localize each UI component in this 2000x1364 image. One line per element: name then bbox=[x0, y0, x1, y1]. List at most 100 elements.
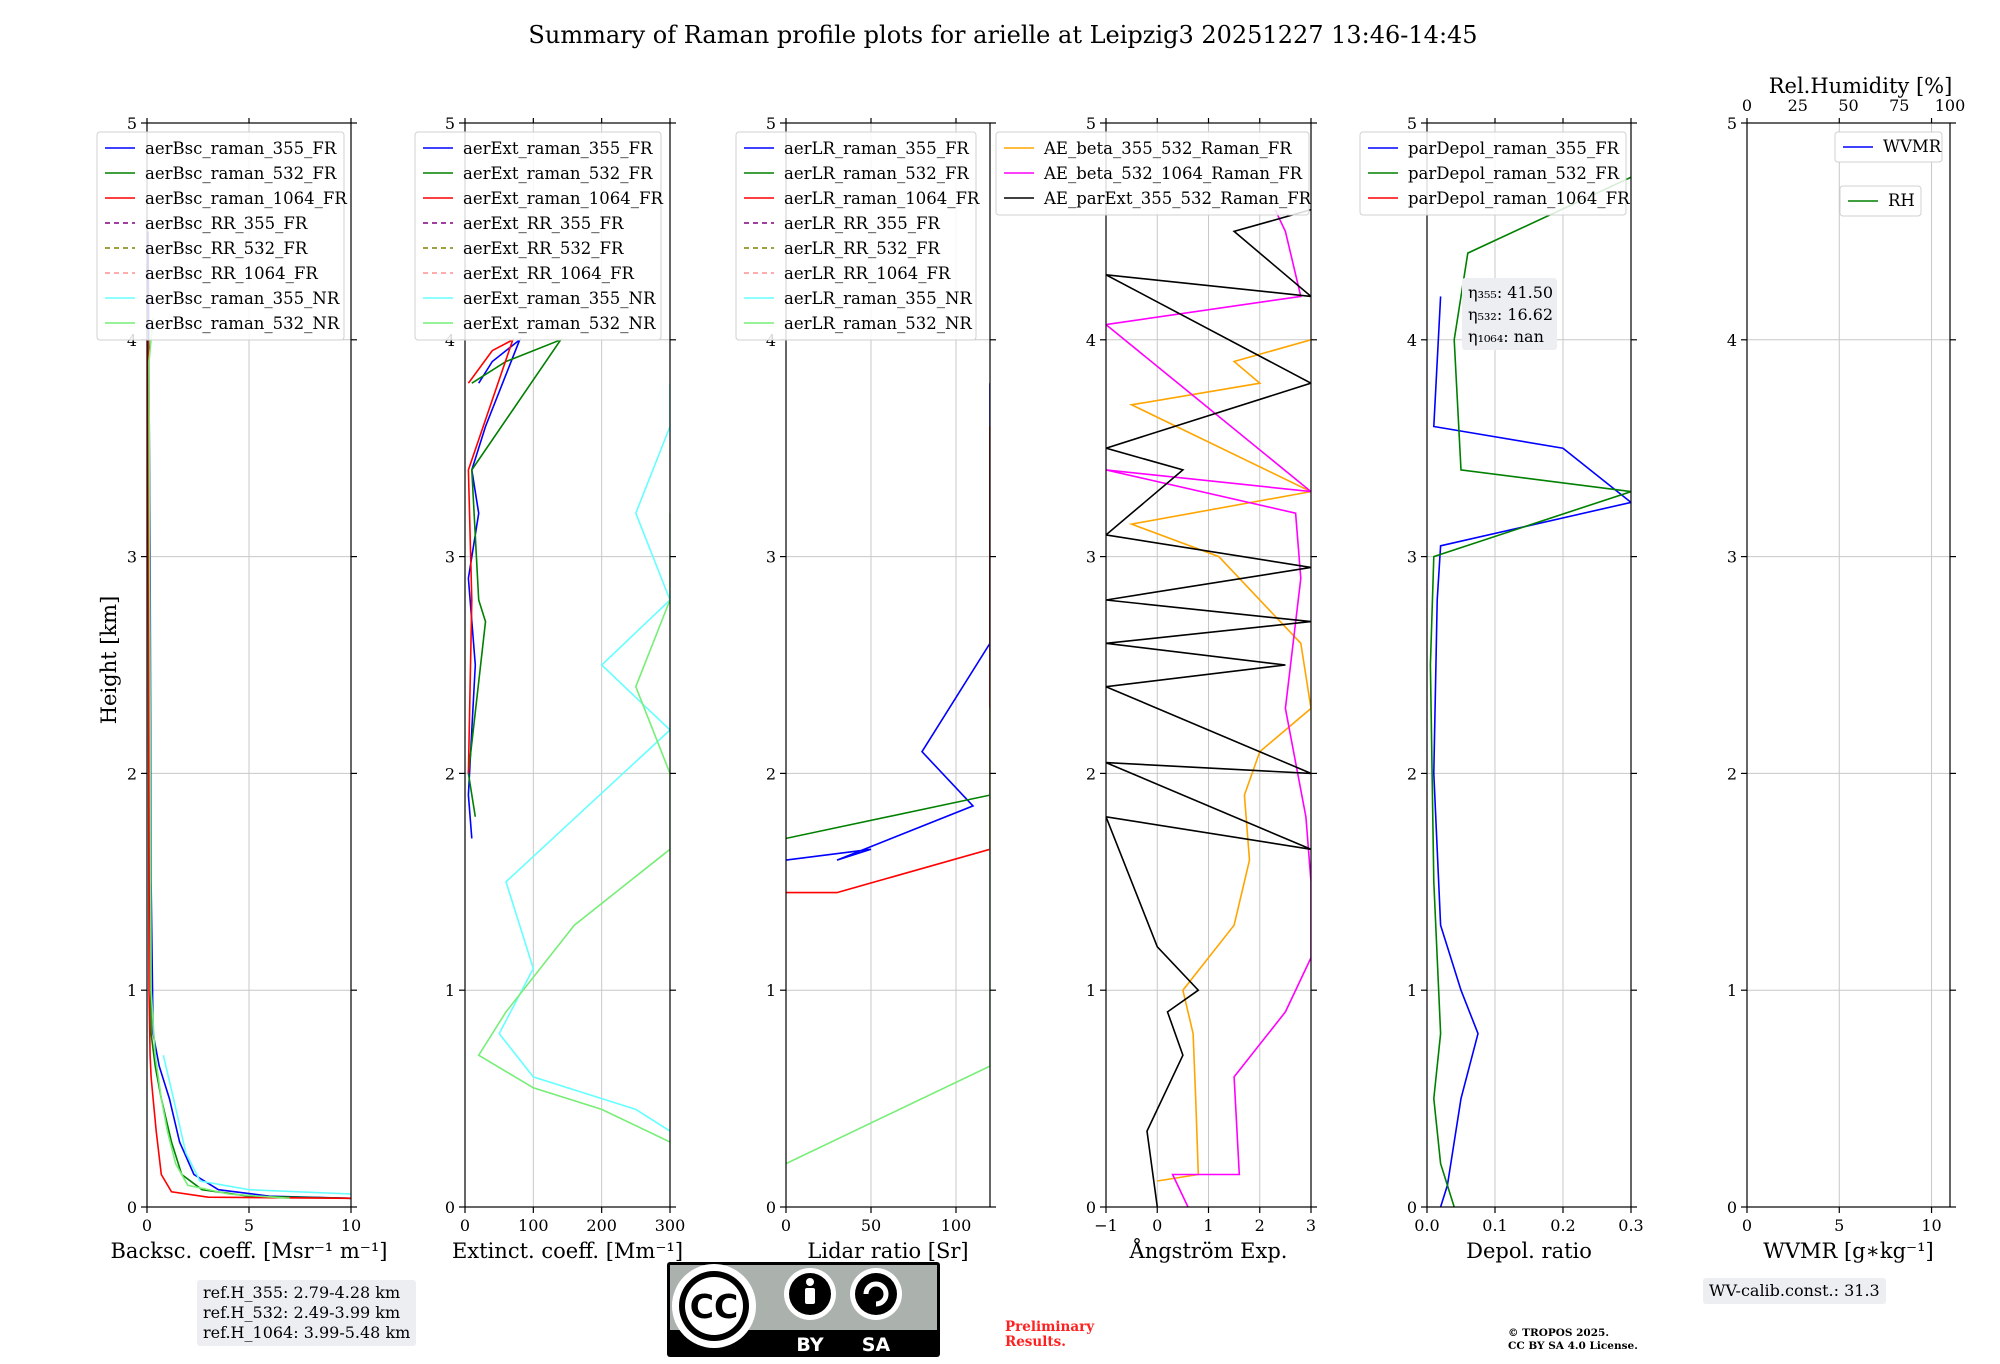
cc-by-sa-logo: CC BY SA bbox=[667, 1262, 940, 1357]
legend: AE_beta_355_532_Raman_FR AE_beta_532_1064… bbox=[995, 131, 1312, 216]
x-tick-label: 2 bbox=[1255, 1216, 1265, 1235]
legend-entry: aerBsc_raman_355_FR bbox=[145, 139, 337, 158]
legend-wvmr: WVMR bbox=[1834, 131, 1943, 163]
reference-heights-box: ref.H_355: 2.79-4.28 km ref.H_532: 2.49-… bbox=[197, 1280, 417, 1346]
preliminary-results-note: Preliminary Results. bbox=[1005, 1319, 1095, 1350]
legend-entry: WVMR bbox=[1883, 137, 1942, 156]
x-tick-label: 300 bbox=[655, 1216, 686, 1235]
x-tick-label: 100 bbox=[941, 1216, 972, 1235]
x-tick-label: 10 bbox=[1921, 1216, 1941, 1235]
legend-entry: aerExt_raman_355_NR bbox=[463, 289, 656, 308]
series-aerLR_raman_1064_FR bbox=[786, 426, 990, 894]
legend-rh: RH bbox=[1839, 185, 1922, 217]
top-x-tick-label: 100 bbox=[1935, 96, 1966, 115]
legend-entry: parDepol_raman_1064_FR bbox=[1408, 189, 1630, 208]
y-tick-label: 3 bbox=[766, 548, 776, 567]
y-tick-label: 3 bbox=[1727, 548, 1737, 567]
legend: aerLR_raman_355_FR aerLR_raman_532_FR aerL… bbox=[735, 131, 980, 341]
series-parDepol_raman_355_FR bbox=[1432, 296, 1631, 1207]
series-aerLR_raman_532_NR bbox=[786, 708, 990, 1165]
legend-entry: aerBsc_raman_1064_FR bbox=[145, 189, 347, 208]
series-aerBsc_raman_355_NR bbox=[162, 1055, 351, 1195]
y-tick-label: 0 bbox=[766, 1198, 776, 1217]
y-tick-label: 4 bbox=[1407, 331, 1417, 350]
legend-entry: parDepol_raman_532_FR bbox=[1408, 164, 1620, 183]
y-tick-label: 5 bbox=[127, 114, 137, 133]
copyright-note: © TROPOS 2025. CC BY SA 4.0 License. bbox=[1508, 1327, 1638, 1352]
x-tick-label: 5 bbox=[244, 1216, 254, 1235]
x-tick-label: 0 bbox=[1742, 1216, 1752, 1235]
x-tick-label: −1 bbox=[1094, 1216, 1118, 1235]
by-logo-text: BY bbox=[796, 1334, 823, 1356]
x-tick-label: 100 bbox=[518, 1216, 549, 1235]
panel-backscatter: 0510012345Backsc. coeff. [Msr⁻¹ m⁻¹]aerB… bbox=[96, 114, 387, 1263]
legend-box bbox=[735, 131, 977, 341]
y-tick-label: 0 bbox=[445, 1198, 455, 1217]
legend: aerExt_raman_355_FR aerExt_raman_532_FRae… bbox=[414, 131, 663, 341]
legend-entry: aerLR_raman_532_FR bbox=[784, 164, 969, 183]
panel-lidar_ratio: 050100012345Lidar ratio [Sr]aerLR_raman_… bbox=[735, 114, 996, 1263]
x-tick-label: 0 bbox=[1152, 1216, 1162, 1235]
series-aerBsc_raman_532_NR bbox=[148, 318, 290, 1200]
y-tick-label: 5 bbox=[766, 114, 776, 133]
top-x-tick-label: 0 bbox=[1742, 96, 1752, 115]
wv-calibration-box: WV-calib.const.: 31.3 bbox=[1703, 1278, 1886, 1304]
x-tick-label: 0 bbox=[781, 1216, 791, 1235]
legend-box bbox=[1834, 131, 1943, 163]
legend-box bbox=[96, 131, 345, 341]
y-tick-label: 1 bbox=[1727, 981, 1737, 1000]
series-AE_beta_532_1064_Raman_FR bbox=[1106, 209, 1311, 1207]
series-AE_beta_355_532_Raman_FR bbox=[1128, 339, 1311, 1182]
y-tick-label: 1 bbox=[766, 981, 776, 1000]
legend-entry: aerLR_RR_355_FR bbox=[784, 214, 940, 233]
series-AE_parExt_355_532_Raman_FR bbox=[1106, 208, 1311, 1207]
legend-entry: AE_parExt_355_532_Raman_FR bbox=[1043, 189, 1312, 208]
x-axis-label: Extinct. coeff. [Mm⁻¹] bbox=[452, 1239, 683, 1263]
top-x-tick-label: 75 bbox=[1889, 96, 1909, 115]
cc-logo-text: CC bbox=[690, 1287, 738, 1326]
x-tick-label: 10 bbox=[341, 1216, 361, 1235]
series-aerExt_raman_355_FR bbox=[467, 337, 522, 839]
legend-entry: RH bbox=[1888, 191, 1915, 210]
eta-value: η₁₀₆₄: nan bbox=[1468, 327, 1544, 346]
x-tick-label: 1 bbox=[1203, 1216, 1213, 1235]
y-tick-label: 1 bbox=[1407, 981, 1417, 1000]
y-tick-label: 3 bbox=[1407, 548, 1417, 567]
series-aerExt_raman_1064_FR bbox=[467, 338, 515, 774]
legend: parDepol_raman_355_FR parDepol_raman_532_… bbox=[1359, 131, 1630, 216]
x-tick-label: 0.1 bbox=[1482, 1216, 1507, 1235]
y-tick-label: 5 bbox=[1407, 114, 1417, 133]
legend-entry: aerBsc_RR_532_FR bbox=[145, 239, 308, 258]
series-group bbox=[467, 337, 670, 1143]
y-tick-label: 0 bbox=[1727, 1198, 1737, 1217]
series-aerLR_raman_355_FR bbox=[786, 383, 990, 861]
series-aerExt_raman_532_FR bbox=[467, 338, 563, 817]
x-tick-label: 5 bbox=[1834, 1216, 1844, 1235]
legend-entry: aerLR_RR_1064_FR bbox=[784, 264, 951, 283]
axes-frame bbox=[1746, 122, 1951, 1208]
series-group bbox=[786, 383, 990, 1165]
y-tick-label: 2 bbox=[1727, 764, 1737, 783]
y-tick-label: 2 bbox=[1407, 764, 1417, 783]
x-tick-label: 0.2 bbox=[1550, 1216, 1575, 1235]
eta-value: η₅₃₂: 16.62 bbox=[1468, 305, 1553, 324]
y-tick-label: 0 bbox=[127, 1198, 137, 1217]
y-tick-label: 1 bbox=[1086, 981, 1096, 1000]
series-aerLR_raman_532_FR bbox=[786, 426, 990, 840]
x-tick-label: 3 bbox=[1306, 1216, 1316, 1235]
y-tick-label: 5 bbox=[1086, 114, 1096, 133]
legend: aerBsc_raman_355_FR aerBsc_raman_532_FRae… bbox=[96, 131, 347, 341]
y-tick-label: 1 bbox=[445, 981, 455, 1000]
legend-entry: aerBsc_RR_355_FR bbox=[145, 214, 308, 233]
legend-entry: aerLR_raman_355_NR bbox=[784, 289, 972, 308]
top-x-tick-label: 50 bbox=[1838, 96, 1858, 115]
x-tick-label: 0.3 bbox=[1618, 1216, 1643, 1235]
legend-entry: AE_beta_532_1064_Raman_FR bbox=[1043, 164, 1303, 183]
legend-entry: aerBsc_raman_532_FR bbox=[145, 164, 337, 183]
y-tick-label: 2 bbox=[1086, 764, 1096, 783]
legend-entry: aerExt_RR_532_FR bbox=[463, 239, 624, 258]
legend-entry: aerBsc_RR_1064_FR bbox=[145, 264, 318, 283]
figure-title: Summary of Raman profile plots for ariel… bbox=[528, 21, 1477, 49]
y-tick-label: 4 bbox=[1727, 331, 1737, 350]
